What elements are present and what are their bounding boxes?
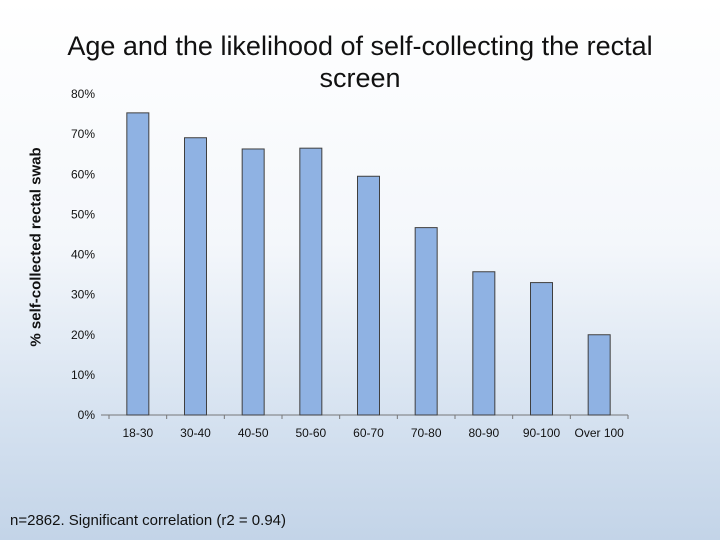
- bar: [357, 175, 380, 416]
- y-tick-label: 0%: [78, 408, 96, 422]
- y-tick-label: 50%: [71, 207, 95, 221]
- footnote: n=2862. Significant correlation (r2 = 0.…: [10, 512, 286, 529]
- bar: [414, 227, 438, 416]
- bar: [587, 334, 611, 416]
- x-tick-label: Over 100: [574, 426, 624, 440]
- bar: [241, 148, 265, 416]
- y-tick-label: 70%: [71, 127, 95, 141]
- x-tick-label: 30-40: [180, 426, 211, 440]
- x-tick-label: 80-90: [468, 426, 499, 440]
- x-tick-label: 60-70: [353, 426, 384, 440]
- y-tick-label: 20%: [71, 328, 95, 342]
- chart-title: Age and the likelihood of self-collectin…: [67, 31, 653, 93]
- x-tick-label: 70-80: [411, 426, 442, 440]
- bar: [184, 137, 207, 416]
- bar: [126, 112, 150, 416]
- y-tick-label: 30%: [71, 288, 95, 302]
- y-tick-label: 40%: [71, 248, 95, 262]
- y-tick-label: 60%: [71, 167, 95, 181]
- x-tick-label: 50-60: [295, 426, 326, 440]
- bar: [472, 271, 496, 416]
- x-tick-label: 90-100: [523, 426, 561, 440]
- x-tick-label: 40-50: [238, 426, 269, 440]
- bar: [530, 282, 553, 416]
- bar: [299, 147, 323, 416]
- y-tick-label: 10%: [71, 368, 95, 382]
- y-tick-label: 80%: [71, 87, 95, 101]
- x-tick-label: 18-30: [122, 426, 153, 440]
